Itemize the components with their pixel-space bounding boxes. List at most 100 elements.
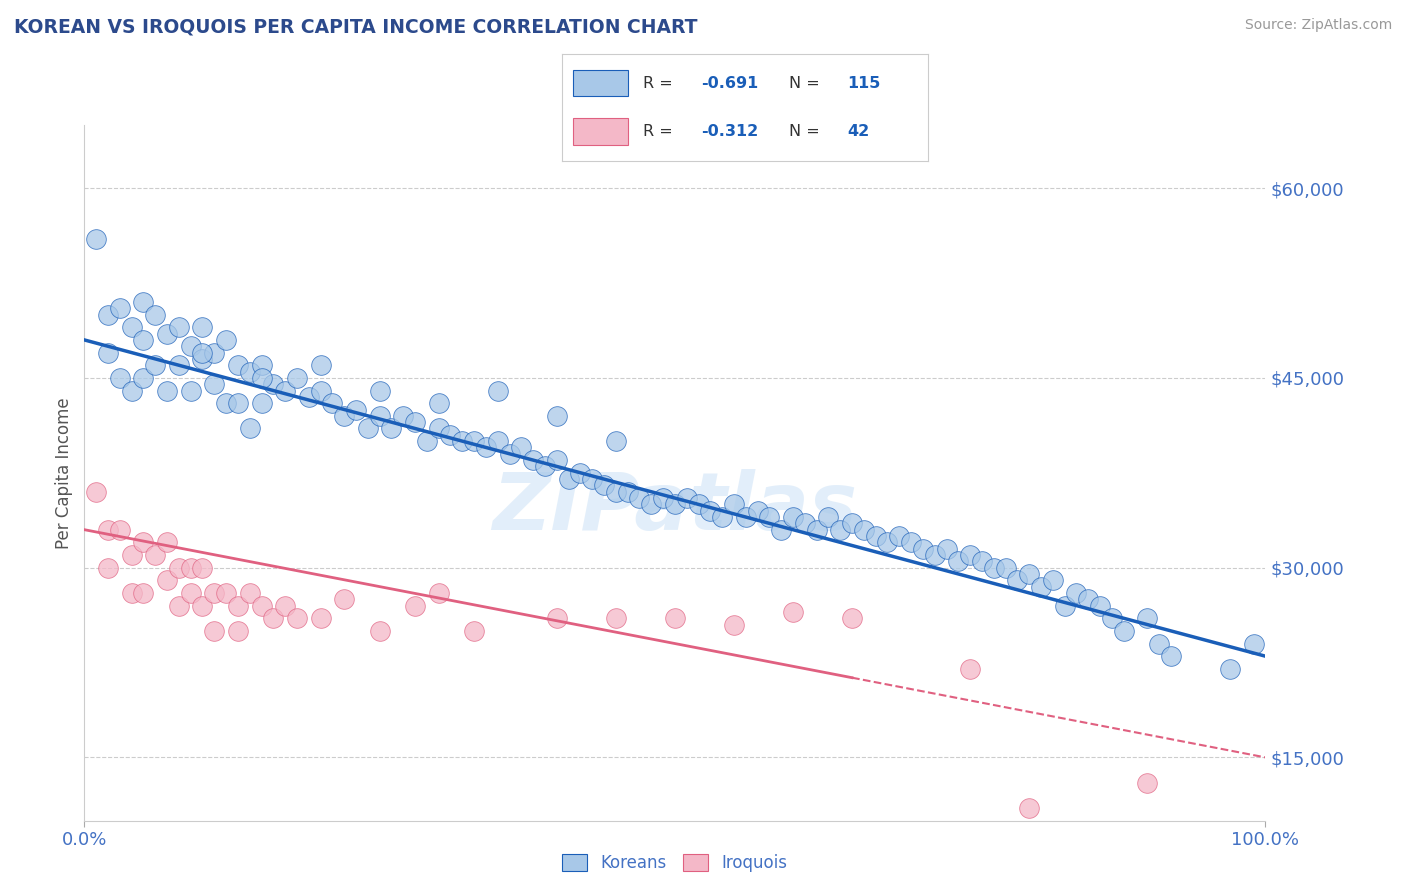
Text: N =: N = (789, 76, 825, 91)
Point (699, 504, 721, 518)
Point (298, 390, 321, 404)
Point (817, 510, 839, 524)
Point (250, 599, 273, 613)
Point (758, 510, 780, 524)
Point (239, 421, 262, 435)
Point (1088, 599, 1111, 613)
Point (250, 371, 273, 385)
Point (132, 586, 155, 600)
Point (628, 491, 651, 505)
Point (108, 371, 131, 385)
Point (239, 586, 262, 600)
Point (1053, 599, 1076, 613)
Point (486, 434, 509, 449)
Point (711, 510, 734, 524)
Point (723, 617, 745, 632)
Point (262, 611, 284, 625)
Point (924, 548, 946, 562)
Point (191, 345, 214, 359)
Point (806, 523, 828, 537)
Point (143, 308, 166, 322)
Point (1018, 566, 1040, 581)
Point (191, 599, 214, 613)
Point (1066, 586, 1088, 600)
Point (830, 523, 852, 537)
Point (852, 523, 875, 537)
Point (156, 384, 179, 398)
Point (215, 333, 238, 347)
Point (392, 409, 415, 423)
Point (404, 415, 426, 429)
Point (357, 421, 380, 435)
Point (557, 472, 579, 486)
Point (84, 484, 107, 499)
Point (427, 396, 450, 410)
Text: -0.691: -0.691 (702, 76, 759, 91)
Point (333, 409, 356, 423)
Point (534, 459, 557, 474)
Point (226, 396, 249, 410)
Point (250, 396, 273, 410)
Point (569, 466, 592, 480)
Point (239, 365, 262, 379)
Point (108, 523, 131, 537)
Point (782, 605, 804, 619)
Point (688, 497, 710, 511)
Point (546, 409, 568, 423)
Point (841, 516, 863, 531)
Point (121, 384, 143, 398)
Point (143, 548, 166, 562)
Point (959, 548, 981, 562)
Point (180, 384, 202, 398)
Point (605, 484, 627, 499)
Point (546, 453, 568, 467)
Point (404, 599, 426, 613)
Point (782, 510, 804, 524)
Point (1018, 801, 1040, 815)
Point (593, 478, 616, 492)
Point (309, 384, 332, 398)
Point (959, 662, 981, 676)
Point (1112, 624, 1135, 638)
Point (793, 516, 815, 531)
Point (734, 510, 756, 524)
Point (97, 560, 120, 574)
Point (451, 434, 474, 449)
Point (132, 333, 155, 347)
Point (215, 396, 238, 410)
Point (333, 592, 356, 607)
Point (486, 384, 509, 398)
Point (605, 434, 627, 449)
Point (202, 345, 225, 359)
Point (226, 358, 249, 372)
Point (900, 535, 922, 549)
Text: Source: ZipAtlas.com: Source: ZipAtlas.com (1244, 18, 1392, 32)
Point (1136, 611, 1159, 625)
Point (1136, 775, 1159, 789)
Point (889, 529, 911, 543)
Point (321, 396, 343, 410)
Point (427, 586, 450, 600)
Point (368, 409, 391, 423)
Point (132, 295, 155, 310)
Point (191, 560, 214, 574)
Point (475, 441, 498, 455)
Y-axis label: Per Capita Income: Per Capita Income (55, 397, 73, 549)
Point (522, 453, 544, 467)
Point (581, 472, 603, 486)
FancyBboxPatch shape (574, 118, 628, 145)
Legend: Koreans, Iroquois: Koreans, Iroquois (555, 847, 794, 879)
Point (865, 529, 887, 543)
Point (747, 504, 769, 518)
Point (970, 554, 993, 568)
Point (274, 384, 297, 398)
Point (309, 358, 332, 372)
Point (770, 523, 793, 537)
Point (1007, 574, 1029, 588)
Point (262, 377, 284, 392)
Point (664, 611, 686, 625)
Point (226, 624, 249, 638)
Point (640, 497, 662, 511)
Point (368, 624, 391, 638)
Point (1101, 611, 1123, 625)
